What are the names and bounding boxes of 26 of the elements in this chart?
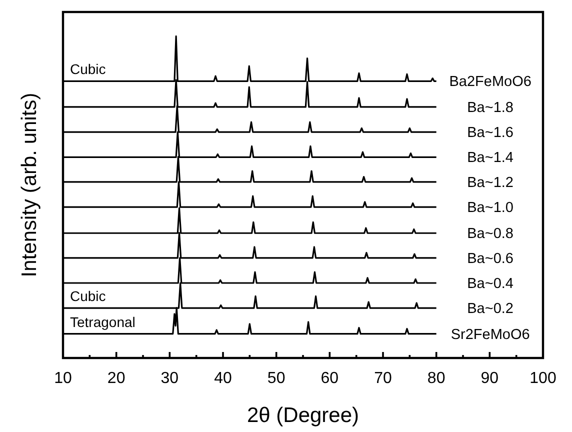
x-tick-label: 60 bbox=[320, 370, 339, 387]
text: Ba~1.2 bbox=[467, 174, 514, 191]
y-axis-title: Intensity (arb. units) bbox=[18, 92, 41, 278]
x-tick-label: 70 bbox=[374, 370, 392, 387]
series-label: Ba2FeMoO6 bbox=[449, 74, 532, 90]
x-tick-label: 80 bbox=[427, 370, 446, 387]
annotation: Cubic bbox=[70, 61, 106, 78]
annotation: Cubic bbox=[70, 288, 106, 304]
x-tick-label: 30 bbox=[160, 370, 179, 387]
x-tick-label: 90 bbox=[480, 370, 499, 387]
text: Ba~0.2 bbox=[467, 301, 514, 318]
text: Ba~0.8 bbox=[467, 226, 514, 242]
x-tick-label: 40 bbox=[214, 370, 232, 387]
annotation: Tetragonal bbox=[70, 314, 136, 330]
x-tick-label: 50 bbox=[267, 370, 286, 387]
series-label: Sr2FeMoO6 bbox=[450, 326, 530, 343]
x-tick-label: 10 bbox=[54, 370, 72, 387]
text: Ba~1.6 bbox=[467, 125, 514, 142]
text: Ba~1.4 bbox=[467, 150, 514, 166]
x-tick-label: 100 bbox=[530, 370, 556, 387]
text: Ba~1.8 bbox=[467, 100, 514, 116]
text: Ba~0.4 bbox=[467, 276, 514, 292]
text: Ba~0.6 bbox=[467, 250, 514, 267]
x-tick-label: 20 bbox=[107, 370, 126, 387]
text: Ba~1.0 bbox=[467, 200, 514, 216]
x-axis-title: 2θ (Degree) bbox=[246, 404, 360, 427]
